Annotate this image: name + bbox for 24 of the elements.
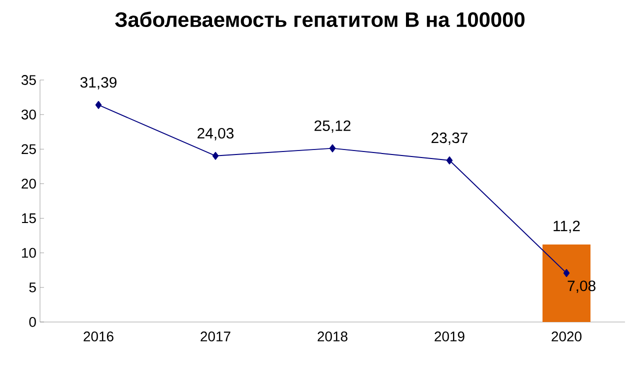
y-tick-label: 0 <box>29 317 36 327</box>
point <box>95 100 102 109</box>
data-label: 23,37 <box>432 132 468 145</box>
y-tick-label: 20 <box>22 178 36 189</box>
x-tick-label: 2019 <box>434 332 464 342</box>
x-tick-label: 2020 <box>552 332 582 342</box>
y-tick-label: 15 <box>22 213 36 224</box>
point <box>212 152 219 160</box>
y-tick-label: 30 <box>21 110 36 120</box>
point <box>563 269 570 278</box>
y-tick-label: 10 <box>22 248 36 258</box>
x-tick-label: 2017 <box>200 332 230 342</box>
x-tick-label: 2018 <box>318 332 348 342</box>
x-tick-label: 2016 <box>84 332 114 342</box>
point <box>446 156 453 164</box>
data-label: 11,2 <box>554 220 580 234</box>
y-tick-label: 35 <box>21 75 36 85</box>
y-tick-label: 5 <box>29 282 36 292</box>
data-label: 31,39 <box>80 77 116 90</box>
chart-title: Заболеваемость гепатитом В на 100000 <box>115 12 525 28</box>
data-label: 25,12 <box>314 120 350 133</box>
y-tick-label: 25 <box>22 144 36 154</box>
data-label: 24,03 <box>198 128 234 140</box>
point <box>329 144 336 152</box>
